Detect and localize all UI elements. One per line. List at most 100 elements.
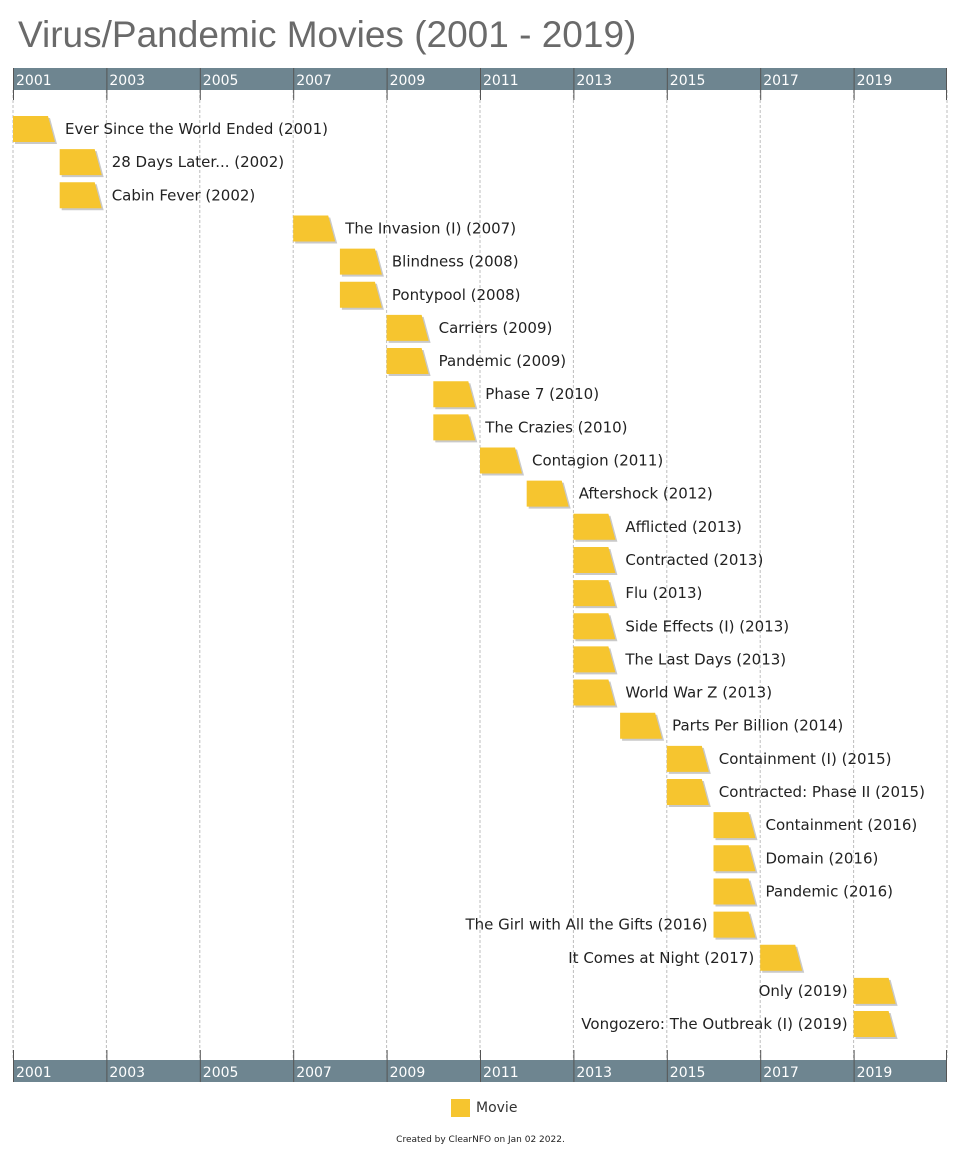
movie-item: Blindness (2008): [339, 248, 519, 277]
movie-item: The Last Days (2013): [573, 646, 786, 675]
movie-label: Carriers (2009): [439, 319, 553, 337]
x-axis-top: 2001 2003 2005 2007 2009 2011 2013 2015 2017 2019: [13, 68, 947, 100]
movie-bar: [573, 613, 616, 640]
movie-item: Pandemic (2016): [713, 878, 893, 907]
movie-label: The Girl with All the Gifts (2016): [464, 916, 707, 934]
movie-label: Contagion (2011): [532, 452, 663, 470]
tick-label: 2003: [109, 1065, 145, 1081]
tick-label: 2017: [763, 1065, 799, 1081]
movie-item: Afflicted (2013): [573, 513, 742, 542]
tick-label: 2009: [390, 1065, 426, 1081]
movie-label: The Last Days (2013): [624, 650, 786, 668]
legend-label: Movie: [476, 1100, 518, 1116]
tick-label: 2005: [203, 1065, 239, 1081]
tick-label: 2015: [670, 73, 706, 89]
movie-item: Carriers (2009): [386, 314, 553, 343]
x-axis-bottom: 2001 2003 2005 2007 2009 2011 2013 2015 2017 2019: [13, 1050, 947, 1082]
movie-label: 28 Days Later... (2002): [112, 153, 284, 171]
movie-item: The Crazies (2010): [433, 414, 628, 443]
tick-label: 2001: [16, 1065, 52, 1081]
tick-label: 2007: [296, 1065, 332, 1081]
tick-label: 2019: [857, 1065, 893, 1081]
movie-bars: Ever Since the World Ended (2001) 28 Days…: [13, 116, 925, 1040]
movie-item: Only (2019): [759, 977, 898, 1006]
movie-item: Domain (2016): [713, 845, 878, 874]
movie-bar: [13, 116, 55, 142]
movie-item: Contracted (2013): [573, 546, 763, 575]
movie-bar: [573, 580, 616, 607]
movie-item: 28 Days Later... (2002): [59, 149, 284, 178]
movie-bar: [339, 281, 382, 308]
tick-label: 2011: [483, 73, 519, 89]
movie-bar: [620, 712, 663, 739]
movie-item: Parts Per Billion (2014): [620, 712, 843, 741]
movie-item: Aftershock (2012): [526, 480, 713, 509]
movie-bar: [59, 182, 102, 209]
movie-bar: [853, 1011, 896, 1038]
movie-item: Containment (2016): [713, 812, 918, 841]
movie-item: Cabin Fever (2002): [59, 182, 256, 211]
movie-item: It Comes at Night (2017): [568, 944, 805, 973]
movie-bar: [713, 812, 756, 839]
movie-label: It Comes at Night (2017): [568, 949, 754, 967]
movie-label: Pandemic (2009): [439, 352, 566, 370]
movie-bar: [853, 977, 896, 1004]
movie-bar: [573, 546, 616, 573]
movie-bar: [573, 513, 616, 540]
movie-bar: [713, 845, 756, 872]
movie-bar: [386, 348, 429, 375]
tick-label: 2007: [296, 73, 332, 89]
movie-bar: [760, 944, 803, 971]
gridlines: [12, 90, 948, 1060]
legend-swatch: [451, 1099, 470, 1117]
tick-label: 2003: [109, 73, 145, 89]
movie-item: Pandemic (2009): [386, 348, 566, 377]
movie-bar: [59, 149, 102, 176]
tick-label: 2013: [576, 1065, 612, 1081]
movie-item: Contracted: Phase II (2015): [666, 779, 925, 807]
movie-label: The Crazies (2010): [484, 418, 627, 436]
movie-item: Phase 7 (2010): [433, 381, 599, 410]
movie-label: Flu (2013): [625, 584, 702, 602]
movie-label: Blindness (2008): [392, 253, 519, 271]
movie-bar: [526, 480, 569, 507]
movie-label: Aftershock (2012): [579, 485, 713, 503]
tick-label: 2001: [16, 73, 52, 89]
movie-item: Vongozero: The Outbreak (I) (2019): [581, 1011, 898, 1040]
page-title: Virus/Pandemic Movies (2001 - 2019): [18, 14, 637, 55]
movie-item: World War Z (2013): [573, 679, 772, 708]
movie-label: Afflicted (2013): [625, 518, 741, 536]
movie-bar: [293, 215, 336, 242]
movie-item: Pontypool (2008): [339, 281, 521, 310]
movie-item: Contagion (2011): [480, 447, 663, 476]
movie-label: Contracted (2013): [625, 551, 763, 569]
movie-label: Phase 7 (2010): [485, 385, 599, 403]
movie-label: World War Z (2013): [625, 684, 772, 702]
tick-label: 2019: [857, 73, 893, 89]
movie-bar: [339, 248, 382, 275]
tick-label: 2017: [763, 73, 799, 89]
movie-bar: [433, 381, 476, 408]
movie-item: The Invasion (I) (2007): [293, 215, 516, 244]
movie-label: Only (2019): [759, 982, 848, 1000]
movie-label: Containment (2016): [766, 816, 918, 834]
movie-item: Side Effects (I) (2013): [573, 613, 789, 642]
movie-bar: [480, 447, 522, 474]
movie-bar: [666, 779, 709, 805]
movie-label: Contracted: Phase II (2015): [719, 783, 925, 801]
movie-label: Cabin Fever (2002): [112, 186, 256, 204]
movie-label: Parts Per Billion (2014): [672, 717, 843, 735]
movie-bar: [386, 314, 429, 341]
movie-bar: [573, 679, 616, 706]
movie-label: Vongozero: The Outbreak (I) (2019): [581, 1015, 847, 1033]
movie-bar: [713, 878, 756, 905]
movie-bar: [433, 414, 476, 441]
movie-bar: [713, 911, 756, 938]
movie-label: The Invasion (I) (2007): [344, 219, 516, 237]
movie-item: Flu (2013): [573, 580, 702, 609]
movie-label: Pontypool (2008): [392, 286, 521, 304]
movie-item: Ever Since the World Ended (2001): [13, 116, 328, 144]
legend: Movie: [451, 1097, 517, 1119]
movie-label: Side Effects (I) (2013): [625, 617, 789, 635]
movie-label: Containment (I) (2015): [719, 750, 892, 768]
